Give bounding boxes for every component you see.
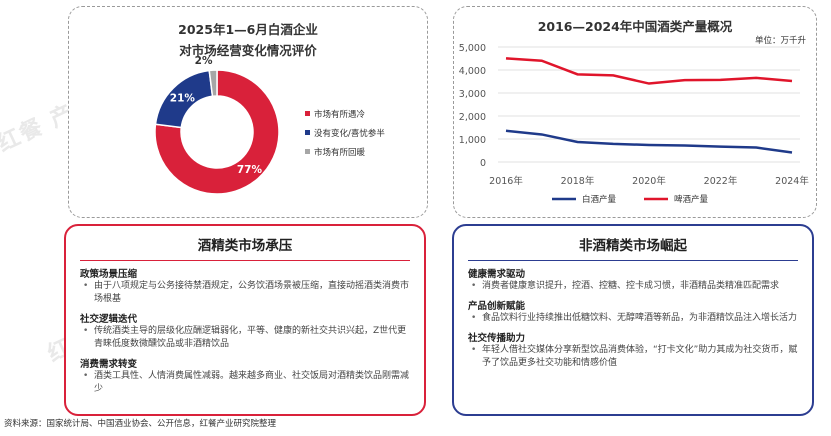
source-note: 资料来源：国家统计局、中国酒业协会、公开信息，红餐产业研究院整理 xyxy=(4,419,277,429)
legend-label: 没有变化/喜忧参半 xyxy=(314,128,385,139)
pie-data-label: 21% xyxy=(170,92,196,104)
section-text: 年轻人借社交媒体分享新型饮品消费体验，“打卡文化”助力其成为社交货币，赋予了饮品… xyxy=(468,344,798,370)
section-heading: 社交传播助力 xyxy=(468,333,526,344)
x-tick-label: 2016年 xyxy=(489,175,523,187)
y-tick-label: 5,000 xyxy=(459,43,486,54)
y-tick-label: 3,000 xyxy=(459,89,486,100)
section-heading: 产品创新赋能 xyxy=(468,301,526,312)
section-text: 食品饮料行业持续推出低糖饮料、无醇啤酒等新品，为非酒精饮品注入增长活力 xyxy=(468,312,798,325)
y-tick-label: 0 xyxy=(480,158,486,169)
y-tick-label: 4,000 xyxy=(459,66,486,77)
legend-label: 市场有所回暖 xyxy=(314,147,366,158)
pie-chart-title-line1: 2025年1—6月白酒企业 xyxy=(178,22,318,37)
y-tick-label: 2,000 xyxy=(459,112,486,123)
non-alcohol-market-panel: 非酒精类市场崛起 健康需求驱动 消费者健康意识提升，控酒、控糖、控卡成习惯，非酒… xyxy=(452,224,814,416)
non-alcohol-panel-title: 非酒精类市场崛起 xyxy=(468,234,798,261)
pie-data-label: 2% xyxy=(195,55,213,67)
pie-slice xyxy=(208,69,218,98)
pie-data-label: 77% xyxy=(237,164,263,176)
series-line xyxy=(505,57,793,85)
section-text: 消费者健康意识提升，控酒、控糖、控卡成习惯，非酒精品类精准匹配需求 xyxy=(468,280,798,293)
x-tick-label: 2022年 xyxy=(704,175,738,187)
line-chart-card: 2016—2024年中国酒类产量概况 单位：万千升 0 1,000 2,000 3,0… xyxy=(453,6,817,218)
legend-swatch xyxy=(305,130,310,135)
pie-chart-card: 2025年1—6月白酒企业 对市场经营变化情况评价 77% 21% 2% 市场有所遇冷… xyxy=(68,6,428,218)
pie-slice xyxy=(154,69,280,195)
line-chart-unit: 单位：万千升 xyxy=(754,36,806,46)
legend-swatch xyxy=(305,111,310,116)
alcohol-market-panel: 酒精类市场承压 政策场景压缩 由于八项规定与公务接待禁酒规定，公务饮酒场景被压缩… xyxy=(64,224,426,416)
section-text: 传统酒类主导的层级化应酬逻辑弱化，平等、健康的新社交共识兴起，Z世代更青睐低度数… xyxy=(80,325,410,351)
section-heading: 社交逻辑迭代 xyxy=(80,314,138,325)
line-chart-title: 2016—2024年中国酒类产量概况 xyxy=(537,19,733,34)
series-line xyxy=(505,129,793,154)
alcohol-sections: 政策场景压缩 由于八项规定与公务接待禁酒规定，公务饮酒场景被压缩，直接动摇酒类消… xyxy=(80,266,410,396)
non-alcohol-sections: 健康需求驱动 消费者健康意识提升，控酒、控糖、控卡成习惯，非酒精品类精准匹配需求… xyxy=(468,266,798,370)
section-text: 由于八项规定与公务接待禁酒规定，公务饮酒场景被压缩，直接动摇酒类消费市场根基 xyxy=(80,280,410,306)
section-heading: 政策场景压缩 xyxy=(80,269,138,280)
y-tick-label: 1,000 xyxy=(459,135,486,146)
section-heading: 健康需求驱动 xyxy=(468,269,526,280)
section-heading: 消费需求转变 xyxy=(80,359,138,370)
section-text: 酒类工具性、人情消费属性减弱。越来越多商业、社交饭局对酒精类饮品刚需减少 xyxy=(80,370,410,396)
x-tick-label: 2020年 xyxy=(632,175,666,187)
legend-swatch xyxy=(305,149,310,154)
alcohol-panel-title: 酒精类市场承压 xyxy=(80,234,410,261)
line-chart: 0 1,000 2,000 3,000 4,000 5,000 2016年 2018年 2020… xyxy=(459,43,810,205)
x-tick-label: 2024年 xyxy=(775,175,809,187)
legend-label: 啤酒产量 xyxy=(674,194,709,205)
legend-label: 市场有所遇冷 xyxy=(314,109,366,120)
pie-chart-title-line2: 对市场经营变化情况评价 xyxy=(179,43,317,58)
legend-label: 白酒产量 xyxy=(582,194,617,205)
x-tick-label: 2018年 xyxy=(561,175,595,187)
